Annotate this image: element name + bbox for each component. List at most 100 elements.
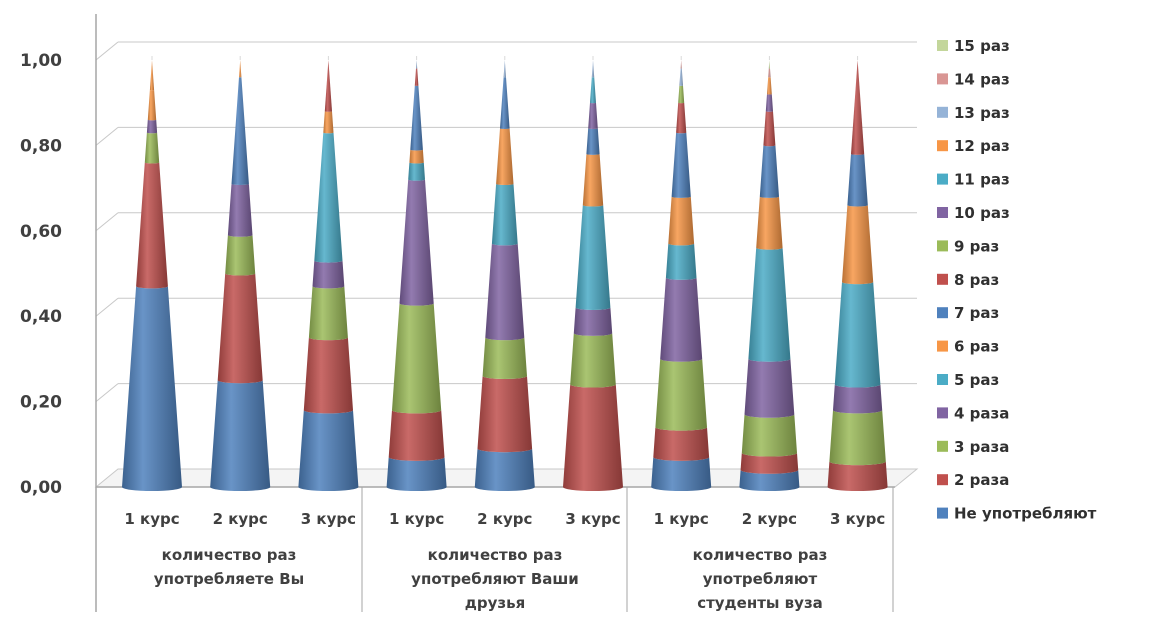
y-tick-label: 0,80 (20, 136, 62, 156)
cone-segment (680, 60, 682, 69)
cone-segment (847, 153, 868, 207)
gridline-depth (95, 212, 119, 232)
legend-item: 5 раз (937, 371, 999, 389)
cone-segment (759, 145, 779, 198)
legend-item: 14 раз (937, 70, 1010, 88)
category-label: 2 курс (213, 510, 268, 528)
group-label: студенты вуза (697, 594, 823, 612)
legend-swatch (937, 240, 948, 252)
legend-item: 4 раза (937, 404, 1009, 422)
legend-item: 8 раз (937, 271, 999, 289)
cone-segment (679, 68, 683, 86)
legend-item: 6 раз (937, 338, 999, 356)
group-label: количество раз (693, 546, 828, 564)
legend-label: 3 раза (954, 438, 1009, 456)
legend-swatch (937, 340, 948, 352)
cone-segment (231, 77, 249, 185)
cone-segment (323, 111, 334, 134)
cone-segment (833, 384, 883, 414)
cone (827, 56, 888, 491)
cone (298, 56, 359, 491)
cone-segment (570, 333, 616, 388)
cone-segment (671, 132, 691, 198)
y-tick-labels: 0,00 0,20 0,40 0,60 0,80 1,00 (20, 51, 62, 498)
y-tick-label: 0,00 (20, 478, 62, 498)
cone-segment (676, 102, 687, 134)
legend-swatch (937, 273, 948, 285)
cone-segment (217, 273, 263, 384)
cone-segment (756, 196, 783, 250)
group-label: количество раз (428, 546, 563, 564)
legend-swatch (937, 374, 948, 385)
legend-item: 7 раз (937, 304, 999, 322)
legend: 15 раз 14 раз 13 раз 12 раз 11 раз 10 раз 9 ра… (937, 37, 1097, 523)
group-label: употребляете Вы (154, 570, 304, 588)
cone (474, 56, 535, 491)
legend-label: 4 раза (954, 404, 1009, 422)
cone-segment (739, 469, 800, 491)
legend-item: 9 раз (937, 237, 999, 255)
legend-label: 2 раза (954, 471, 1009, 489)
y-tick-label: 0,60 (20, 222, 62, 242)
cone (651, 56, 712, 491)
category-label: 2 курс (742, 510, 797, 528)
legend-label: 14 раз (954, 70, 1010, 88)
cone-segment (408, 162, 425, 181)
cone (122, 56, 182, 491)
cone-segment (122, 286, 182, 491)
cone-segment (660, 277, 703, 362)
cone-segment (748, 247, 791, 362)
cone-segment (210, 380, 271, 491)
cone-segment (146, 119, 158, 134)
legend-item: 11 раз (937, 171, 1010, 189)
cone-segment (144, 132, 160, 164)
legend-label: 11 раз (954, 171, 1010, 189)
legend-label: 8 раз (954, 271, 999, 289)
legend-swatch (937, 474, 948, 486)
cone-segment (308, 286, 348, 341)
cone-segment (410, 85, 423, 151)
group-label: количество раз (162, 546, 297, 564)
cone-segment (665, 243, 697, 280)
category-label: 3 курс (301, 510, 356, 528)
cone-segment (655, 358, 707, 431)
gridline-depth (95, 383, 119, 402)
legend-label: 9 раз (954, 237, 999, 255)
cone-segment (827, 461, 888, 491)
cone-segment (399, 179, 434, 306)
cone-segment (651, 457, 712, 491)
cone-segment (668, 196, 695, 246)
legend-item: 2 раза (937, 471, 1009, 489)
category-label: 1 курс (654, 510, 709, 528)
cone-segment (591, 60, 595, 78)
cone-segment (225, 235, 256, 276)
legend-item: 3 раза (937, 438, 1009, 456)
y-tick-label: 0,20 (20, 393, 62, 413)
group-label: употребляют (703, 570, 818, 588)
cone-segment (767, 77, 772, 95)
cone-segment (740, 452, 799, 474)
cone-segment (314, 132, 343, 263)
cone-segment (763, 111, 776, 147)
y-tick-label: 0,40 (20, 307, 62, 327)
cone-segment (414, 68, 419, 86)
cone-segment (388, 410, 445, 461)
cone-segment (851, 60, 865, 155)
cone-segment (834, 282, 881, 388)
cone-segment (765, 94, 773, 112)
legend-label: 12 раз (954, 137, 1010, 155)
cone-segment (416, 60, 418, 69)
category-label: 1 курс (124, 510, 179, 528)
legend-label: Не употребляют (954, 505, 1097, 523)
legend-swatch (937, 40, 948, 51)
gridline-depth (95, 41, 119, 61)
cone-segment (227, 183, 253, 237)
category-labels: 1 курс 2 курс 3 курс 1 курс 2 курс 3 курс 1 ку… (124, 510, 885, 528)
legend-swatch (937, 307, 948, 319)
cone (563, 56, 623, 491)
cone-segment (741, 414, 797, 457)
cone-segment (768, 68, 771, 78)
legend-label: 13 раз (954, 104, 1010, 122)
category-label: 3 курс (565, 510, 620, 528)
group-label: употребляют Ваши (411, 570, 579, 588)
